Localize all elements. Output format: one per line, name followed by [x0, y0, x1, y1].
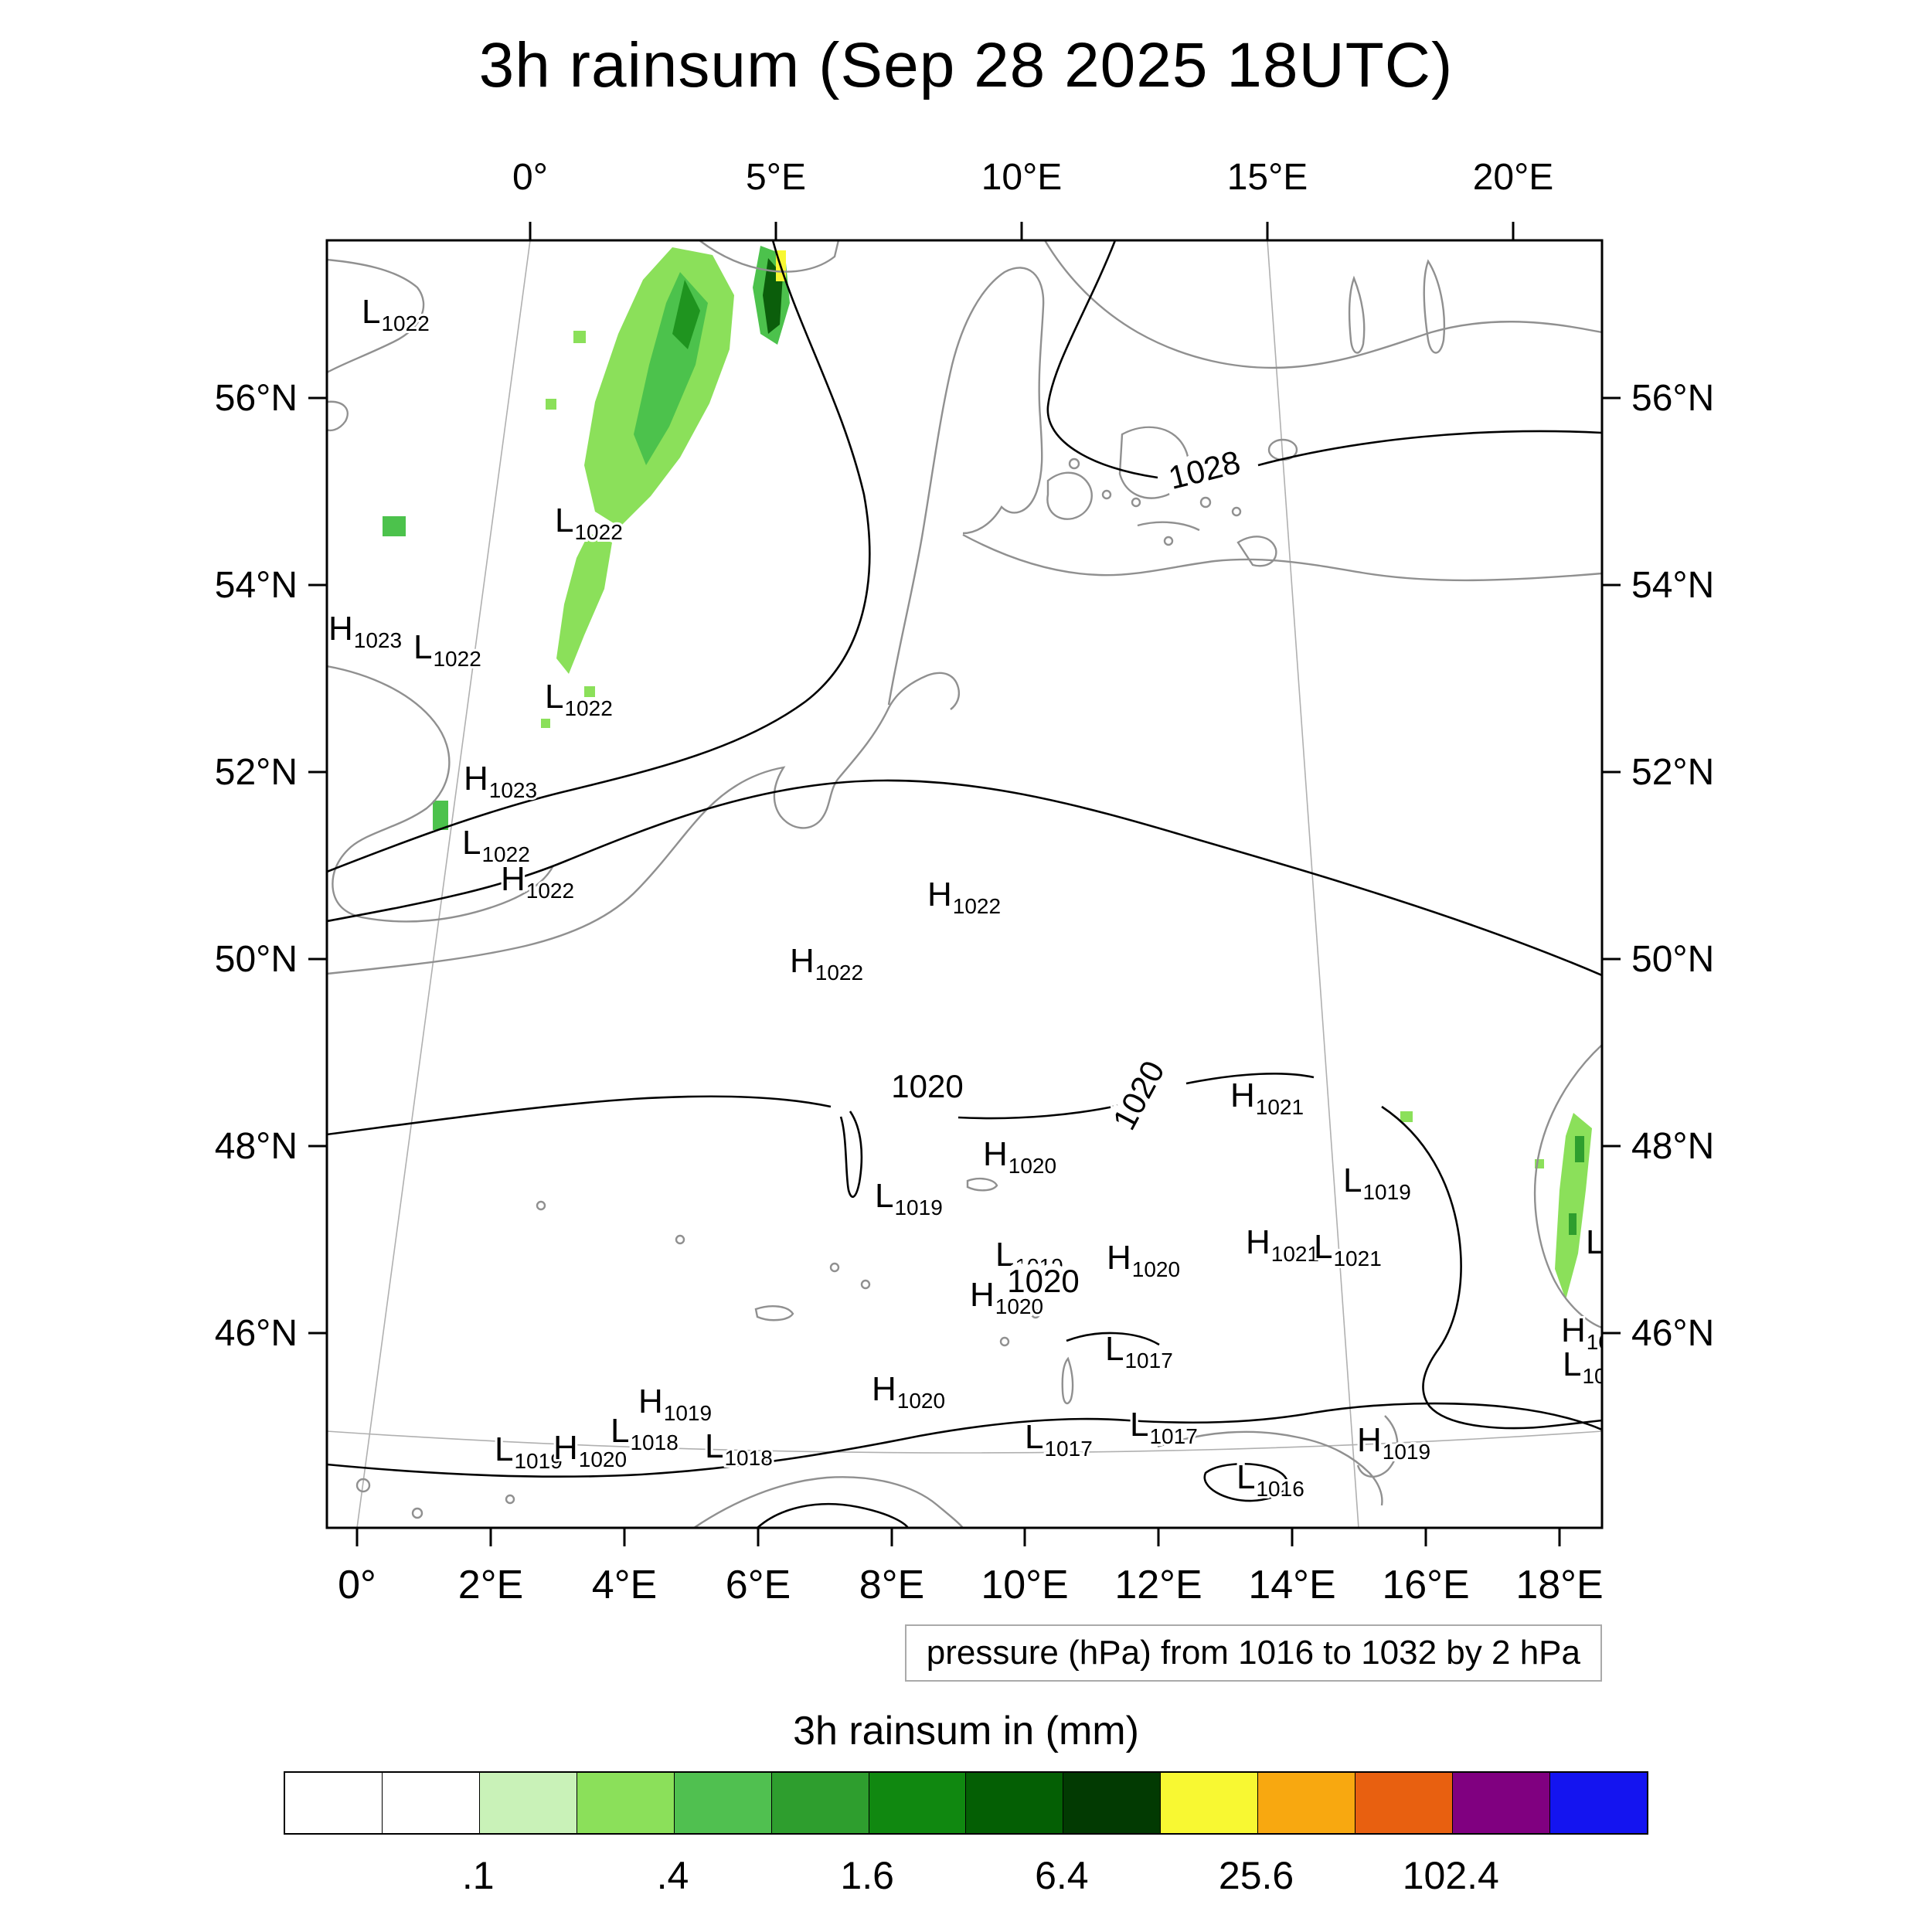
- pressure-center-label: H1021: [1246, 1223, 1319, 1266]
- contour-value-label: 1028: [1165, 444, 1243, 496]
- colorbar-title: 3h rainsum in (mm): [793, 1709, 1139, 1753]
- pressure-center-label: L1017: [1105, 1330, 1173, 1372]
- pressure-center-label: L1017: [1025, 1418, 1093, 1461]
- pressure-center-label: L1016: [1563, 1345, 1631, 1388]
- pressure-center-label: L1017: [1130, 1406, 1198, 1448]
- pressure-center-label: L1022: [362, 293, 430, 335]
- bottom-axis-label: 14°E: [1248, 1563, 1335, 1607]
- colorbar-cell: [868, 1773, 966, 1833]
- colorbar-tick-label: 25.6: [1218, 1854, 1294, 1897]
- colorbar-tick-label: 1.6: [840, 1854, 894, 1897]
- right-axis-label: 48°N: [1631, 1126, 1714, 1167]
- colorbar-cell: [576, 1773, 674, 1833]
- colorbar-cell: [381, 1773, 479, 1833]
- pressure-center-label: L1016: [1236, 1458, 1304, 1501]
- pressure-center-label: H1018: [1561, 1311, 1634, 1354]
- bottom-axis-label: 4°E: [592, 1563, 657, 1607]
- pressure-center-label: L1022: [462, 824, 530, 866]
- right-axis-label: 46°N: [1631, 1313, 1714, 1354]
- colorbar-tick-labels: .1 .4 1.6 6.4 25.6 102.4: [0, 1853, 1932, 1907]
- left-axis-label: 54°N: [215, 565, 298, 606]
- colorbar-cell: [1549, 1773, 1647, 1833]
- pressure-center-label: H1019: [638, 1383, 712, 1425]
- top-axis-label: 0°: [512, 157, 548, 198]
- map-frame: [325, 239, 1604, 1529]
- colorbar-tick-label: 102.4: [1402, 1854, 1499, 1897]
- top-axis-label: 20°E: [1473, 157, 1554, 198]
- right-axis-label: 56°N: [1631, 378, 1714, 419]
- pressure-center-label: H1020: [1107, 1239, 1180, 1281]
- pressure-center-label: H1020: [872, 1370, 945, 1413]
- colorbar-cell: [478, 1773, 577, 1833]
- colorbar-cell: [1063, 1773, 1161, 1833]
- contour-value-label: 1020: [1007, 1263, 1079, 1299]
- contour-value-label: 1020: [891, 1068, 963, 1104]
- colorbar-cell: [1452, 1773, 1549, 1833]
- bottom-axis-label: 6°E: [726, 1563, 791, 1607]
- bottom-axis-label: 0°: [338, 1563, 376, 1607]
- colorbar-cell: [770, 1773, 869, 1833]
- top-axis-label: 10°E: [981, 157, 1063, 198]
- colorbar-cell: [965, 1773, 1063, 1833]
- colorbar-cell: [285, 1773, 382, 1833]
- colorbar-tick-label: .4: [656, 1854, 689, 1897]
- colorbar-cell: [1160, 1773, 1258, 1833]
- pressure-center-label: L1019: [875, 1177, 943, 1219]
- pressure-center-label: L1022: [545, 678, 613, 720]
- left-axis-label: 50°N: [215, 939, 298, 980]
- bottom-axis-label: 10°E: [981, 1563, 1068, 1607]
- bottom-axis-label: 16°E: [1382, 1563, 1469, 1607]
- page-title: 3h rainsum (Sep 28 2025 18UTC): [478, 30, 1454, 100]
- pressure-center-label: L1019: [995, 1236, 1063, 1278]
- pressure-caption: pressure (hPa) from 1016 to 1032 by 2 hP…: [904, 1624, 1602, 1682]
- pressure-center-label: L1018: [705, 1427, 773, 1470]
- graticule: [327, 240, 1602, 1528]
- pressure-contours: [327, 240, 1602, 1528]
- bottom-axis-label: 8°E: [859, 1563, 924, 1607]
- right-axis-label: 50°N: [1631, 939, 1714, 980]
- pressure-center-label: L1021: [1314, 1228, 1382, 1270]
- pressure-center-label: H1022: [927, 876, 1001, 918]
- pressure-center-label: H1021: [1230, 1077, 1304, 1119]
- colorbar-cell: [1355, 1773, 1453, 1833]
- bottom-axis-label: 12°E: [1114, 1563, 1202, 1607]
- coastlines: [327, 240, 1602, 1528]
- colorbar-cell: [673, 1773, 771, 1833]
- left-axis-label: 52°N: [215, 752, 298, 793]
- pressure-center-label: H1023: [464, 760, 537, 802]
- left-axis-label: 56°N: [215, 378, 298, 419]
- pressure-center-label: H1023: [328, 610, 402, 652]
- right-axis-label: 54°N: [1631, 565, 1714, 606]
- colorbar-cell: [1257, 1773, 1355, 1833]
- bottom-axis-label: 2°E: [458, 1563, 523, 1607]
- pressure-center-label: H1022: [790, 942, 863, 985]
- right-axis-label: 52°N: [1631, 752, 1714, 793]
- left-axis-label: 46°N: [215, 1313, 298, 1354]
- pressure-center-label: L1019: [495, 1430, 563, 1473]
- pressure-center-label: H1020: [970, 1276, 1043, 1318]
- pressure-center-label: L1018: [611, 1412, 679, 1454]
- pressure-center-label: H1019: [1357, 1421, 1430, 1464]
- pressure-center-label: H1020: [553, 1429, 627, 1471]
- colorbar: [284, 1771, 1648, 1835]
- pressure-center-label: L1019: [1343, 1162, 1411, 1204]
- rain-patches: [383, 246, 1592, 1300]
- axis-ticks: [308, 222, 1621, 1546]
- contour-value-label: 1020: [1106, 1055, 1172, 1136]
- bottom-axis-label: 18°E: [1515, 1563, 1603, 1607]
- pressure-center-label: L1022: [413, 628, 481, 671]
- pressure-center-label: H1020: [983, 1135, 1056, 1178]
- colorbar-tick-label: 6.4: [1035, 1854, 1089, 1897]
- pressure-center-label: L1016: [1586, 1223, 1654, 1266]
- top-axis-label: 15°E: [1227, 157, 1308, 198]
- pressure-center-label: L1022: [555, 502, 623, 544]
- colorbar-tick-label: .1: [461, 1854, 495, 1897]
- pressure-center-label: H1022: [501, 860, 574, 903]
- left-axis-label: 48°N: [215, 1126, 298, 1167]
- axis-labels: 0° 5°E 10°E 15°E 20°E 0° 2°E 4°E 6°E 8°E 10°E 12°E 1…: [215, 157, 1715, 1607]
- top-axis-label: 5°E: [746, 157, 806, 198]
